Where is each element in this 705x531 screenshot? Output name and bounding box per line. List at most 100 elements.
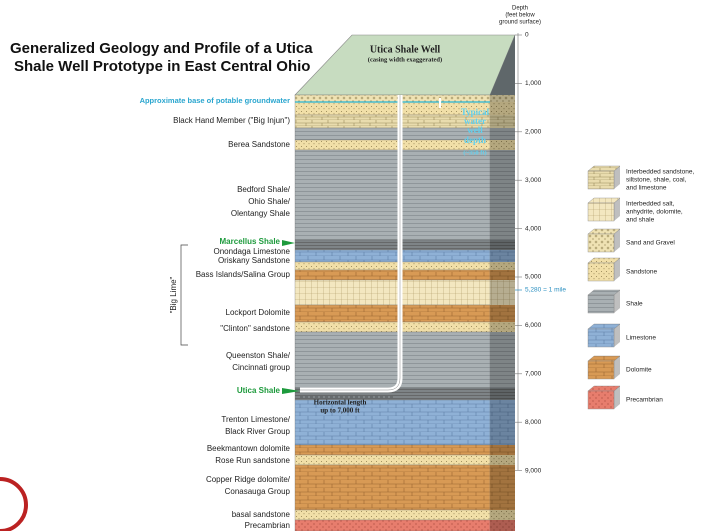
rock-layer-side xyxy=(490,388,515,400)
formation-label: Rose Run sandstone xyxy=(215,456,290,465)
rock-layer xyxy=(294,269,491,281)
legend-label: anhydrite, dolomite, xyxy=(626,209,683,216)
rock-layer-side xyxy=(490,455,515,465)
legend-side xyxy=(614,386,620,409)
legend: Interbedded sandstone,siltstone, shale, … xyxy=(587,165,694,410)
legend-label: Sand and Gravel xyxy=(626,240,675,247)
water-well-text: depth xyxy=(464,135,486,145)
rock-layer xyxy=(294,464,491,511)
rock-layer-side xyxy=(490,400,515,445)
rock-layer-side xyxy=(490,332,515,388)
legend-label: Shale xyxy=(626,301,643,308)
legend-label: Precambrian xyxy=(626,397,663,404)
formation-label: "Clinton" sandstone xyxy=(220,324,290,333)
rock-layer xyxy=(294,149,491,241)
rock-layer xyxy=(294,509,491,521)
legend-side xyxy=(614,166,620,189)
rock-layer xyxy=(294,127,491,141)
formation-label: Cincinnati group xyxy=(232,363,290,372)
well-casing-edge xyxy=(300,95,401,391)
rock-layer xyxy=(294,239,491,251)
rock-layer xyxy=(294,519,491,531)
rock-layer-side xyxy=(490,305,515,322)
legend-label: Interbedded sandstone, xyxy=(626,169,694,176)
legend-swatch xyxy=(587,390,615,410)
depth-label: 5,000 xyxy=(525,274,542,281)
depth-label: 6,000 xyxy=(525,322,542,329)
layers xyxy=(294,94,515,531)
rock-layer xyxy=(294,454,491,466)
rock-layer-side xyxy=(490,262,515,270)
rock-layer xyxy=(294,261,491,271)
water-well-text: (~350 ft) xyxy=(463,149,486,156)
legend-side xyxy=(614,290,620,313)
legend-label: siltstone, shale, coal, xyxy=(626,177,687,184)
formation-label: Utica Shale xyxy=(237,386,281,395)
water-well-text: water xyxy=(464,116,486,126)
side-shade xyxy=(490,35,515,531)
formation-label: Lockport Dolomite xyxy=(226,308,291,317)
legend-swatch xyxy=(587,170,615,190)
well-label: Utica Shale Well xyxy=(370,44,441,55)
water-well-text: well xyxy=(467,125,483,135)
depth-label: 7,000 xyxy=(525,371,542,378)
rock-layer-side xyxy=(490,510,515,520)
title-line: Generalized Geology and Profile of a Uti… xyxy=(10,40,313,57)
formation-labels: Black Hand Member ("Big Injun") Berea San… xyxy=(173,116,291,530)
legend-label: and limestone xyxy=(626,185,667,192)
legend-label: Dolomite xyxy=(626,367,652,374)
rock-layer-side xyxy=(490,128,515,140)
groundwater-label: Approximate base of potable groundwater xyxy=(140,96,291,105)
legend-label: Interbedded salt, xyxy=(626,201,675,208)
formation-label: Copper Ridge dolomite/ xyxy=(206,475,291,484)
rock-layer-side xyxy=(490,140,515,150)
formation-label: Onondaga Limestone xyxy=(214,247,291,256)
legend-label: Limestone xyxy=(626,335,656,342)
rock-layer-side xyxy=(490,445,515,455)
rock-layer xyxy=(294,94,491,103)
rock-layer xyxy=(294,304,491,323)
rock-layer-side xyxy=(490,270,515,280)
legend-label: Sandstone xyxy=(626,269,657,276)
depth-label: 3,000 xyxy=(525,177,542,184)
legend-label: and shale xyxy=(626,217,655,224)
formation-label: Olentangy Shale xyxy=(231,209,291,218)
formation-label: Precambrian xyxy=(245,521,290,530)
depth-label: 4,000 xyxy=(525,225,542,232)
horizontal-label: up to 7,000 ft xyxy=(320,407,360,415)
formation-label: Bedford Shale/ xyxy=(237,185,291,194)
well-note: (casing width exaggerated) xyxy=(368,56,442,63)
formation-label: Marcellus Shale xyxy=(220,237,281,246)
legend-swatch xyxy=(587,262,615,282)
formation-label: Beekmantown dolomite xyxy=(207,444,291,453)
formation-label: Black River Group xyxy=(225,427,290,436)
depth-label: 1,000 xyxy=(525,80,542,87)
formation-label: Bass Islands/Salina Group xyxy=(196,270,291,279)
legend-swatch xyxy=(587,294,615,314)
formation-label: Oriskany Sandstone xyxy=(218,256,291,265)
rock-layer-side xyxy=(490,95,515,102)
rock-layer xyxy=(294,249,491,263)
arrow xyxy=(282,240,295,246)
formation-label: Queenston Shale/ xyxy=(226,351,291,360)
rock-layer-side xyxy=(490,102,515,115)
rock-layer-side xyxy=(490,465,515,510)
horizontal-label: Horizontal length xyxy=(314,399,367,407)
rock-layer-side xyxy=(490,520,515,531)
mile-label: 5,280 = 1 mile xyxy=(525,287,566,294)
rock-layer-side xyxy=(490,280,515,305)
legend-side xyxy=(614,258,620,281)
big-lime-bracket xyxy=(180,244,188,346)
depth-heading: Depth xyxy=(512,6,528,12)
depth-label: 2,000 xyxy=(525,129,542,136)
rock-layer xyxy=(294,444,491,456)
big-lime-label: "Big Lime" xyxy=(169,276,178,313)
formation-label: basal sandstone xyxy=(232,510,291,519)
legend-side xyxy=(614,324,620,347)
legend-swatch xyxy=(587,202,615,222)
depth-label: 0 xyxy=(525,32,529,39)
arrow xyxy=(282,388,300,394)
legend-swatch xyxy=(587,328,615,348)
